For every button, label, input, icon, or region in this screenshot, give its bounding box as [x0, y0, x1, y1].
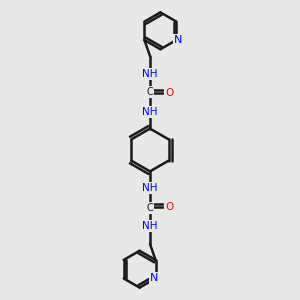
Text: NH: NH: [142, 183, 158, 193]
Text: O: O: [165, 202, 173, 212]
Text: C: C: [147, 203, 153, 213]
Text: N: N: [150, 273, 158, 284]
Text: NH: NH: [142, 69, 158, 79]
Text: O: O: [165, 88, 173, 98]
Text: NH: NH: [142, 221, 158, 231]
Text: C: C: [147, 87, 153, 97]
Text: N: N: [174, 35, 182, 45]
Text: NH: NH: [142, 107, 158, 117]
